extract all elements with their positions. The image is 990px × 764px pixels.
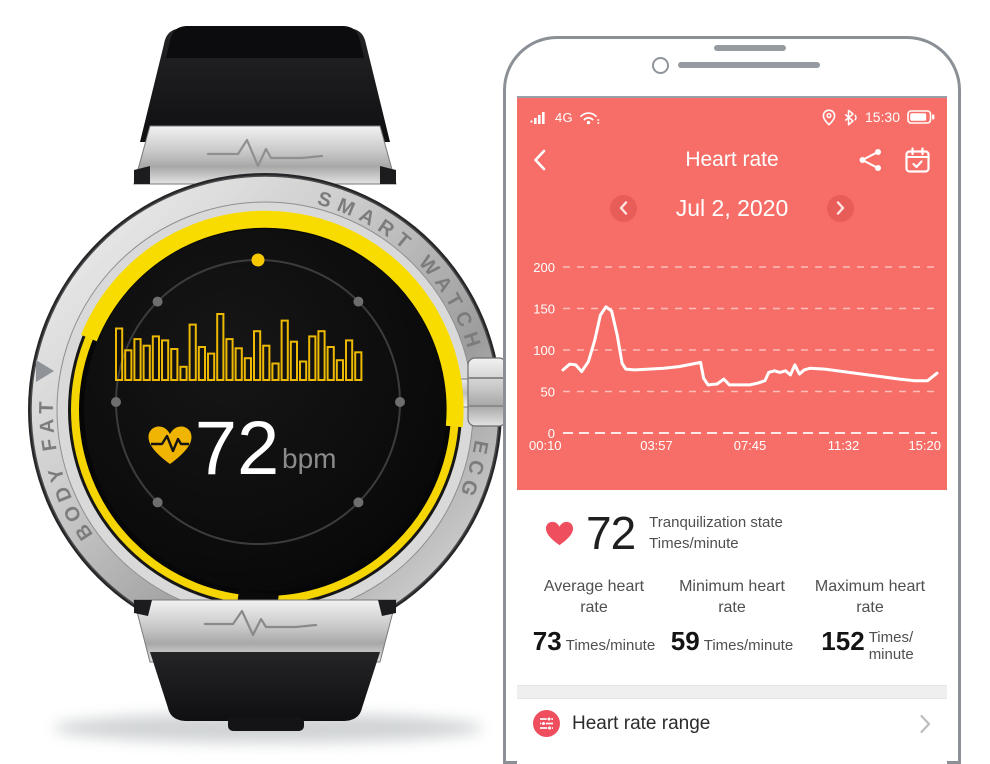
share-icon[interactable] [858, 148, 884, 172]
back-chevron-icon [534, 149, 546, 171]
heart-rate-range-label: Heart rate range [572, 712, 711, 734]
svg-text:50: 50 [541, 385, 555, 400]
svg-text:200: 200 [533, 260, 555, 275]
ecg-etch-icon [203, 609, 318, 637]
next-day-button[interactable] [827, 194, 854, 222]
stat-label: Average heart rate [543, 578, 645, 616]
stat-value: 73 [532, 626, 562, 656]
svg-text:0: 0 [548, 426, 555, 441]
face-progress-ring [81, 210, 464, 428]
battery-icon [907, 110, 935, 124]
phone-screen: 4G [517, 96, 947, 764]
average-heart-rate-stat: Average heart rate 73 Times/minute [525, 576, 663, 663]
stat-label: Minimum heart rate [679, 578, 785, 616]
chevron-right-icon [836, 201, 845, 215]
heart-rate-state: Tranquilization state Times/minute [649, 512, 783, 554]
state-line1: Tranquilization state [649, 514, 783, 531]
heart-ecg-icon [148, 426, 192, 464]
face-top-dot [251, 253, 265, 267]
heart-icon [545, 521, 574, 545]
stat-value: 59 [670, 626, 700, 656]
signal-icon [530, 112, 545, 124]
bluetooth-icon [844, 109, 857, 126]
ecg-etch-icon [206, 138, 324, 168]
watch-face: 72 bpm [71, 210, 464, 609]
heart-rate-range-icon [533, 710, 560, 738]
svg-text:150: 150 [533, 302, 555, 317]
stat-unit: Times/minute [703, 637, 794, 654]
heart-rate-chart: 0 50 100 150 200 00:10 03:57 07:45 11:32 15:20 [529, 260, 941, 453]
smartwatch: SMART WATCH ECG BODY FAT [28, 26, 507, 743]
location-icon [822, 108, 836, 126]
svg-text:07:45: 07:45 [734, 438, 767, 453]
state-line2: Times/minute [649, 535, 739, 552]
current-heart-rate-row: 72 Tranquilization state Times/minute [517, 490, 947, 560]
status-bar: 4G [517, 98, 947, 134]
watch-strap-top [140, 26, 390, 142]
watch-clasp-top [133, 125, 397, 185]
heart-rate-range-row[interactable]: Heart rate range [517, 699, 947, 749]
speaker-grill-icon [714, 45, 786, 51]
app-header: Heart rate [517, 134, 947, 186]
bezel-marker-icon [36, 360, 54, 382]
current-heart-rate-value: 72 [586, 507, 636, 559]
previous-day-button[interactable] [610, 194, 637, 222]
stat-unit: Times/ minute [868, 628, 914, 663]
chevron-right-icon [920, 714, 931, 733]
svg-text:03:57: 03:57 [640, 438, 673, 453]
chevron-left-icon [619, 201, 628, 215]
stat-label: Maximum heart rate [814, 578, 926, 616]
section-divider [517, 684, 947, 699]
stat-unit: Times/minute [565, 637, 656, 654]
watch-heart-rate-value: 72 [195, 406, 280, 491]
wifi-icon [580, 111, 600, 124]
heart-rate-app-header-area: 4G [517, 98, 947, 490]
maximum-heart-rate-stat: Maximum heart rate 152 Times/ minute [801, 576, 939, 663]
minimum-heart-rate-stat: Minimum heart rate 59 Times/minute [663, 576, 801, 663]
clock-label: 15:30 [864, 109, 900, 125]
date-navigator: Jul 2, 2020 [517, 186, 947, 230]
earpiece-icon [678, 62, 820, 68]
watch-clasp-bottom [133, 599, 397, 663]
svg-text:11:32: 11:32 [828, 438, 860, 453]
back-button[interactable] [533, 149, 559, 171]
face-dial-dots [111, 296, 405, 508]
stat-columns: Average heart rate 73 Times/minute Minimu… [517, 576, 947, 663]
network-type-label: 4G [555, 109, 573, 125]
selected-date-label: Jul 2, 2020 [675, 194, 789, 221]
svg-text:100: 100 [533, 343, 555, 358]
watch-strap-bottom [150, 652, 380, 731]
svg-text:15:20: 15:20 [908, 438, 941, 453]
calendar-icon[interactable] [904, 146, 931, 174]
phone-mockup: 4G [503, 36, 961, 764]
front-camera-icon [652, 57, 669, 74]
watch-heart-rate-unit: bpm [282, 443, 336, 474]
daily-stats: 72 Tranquilization state Times/minute Av… [517, 490, 947, 749]
stat-value: 152 [821, 626, 865, 656]
svg-text:00:10: 00:10 [529, 438, 562, 453]
heart-rate-histogram [115, 313, 363, 382]
